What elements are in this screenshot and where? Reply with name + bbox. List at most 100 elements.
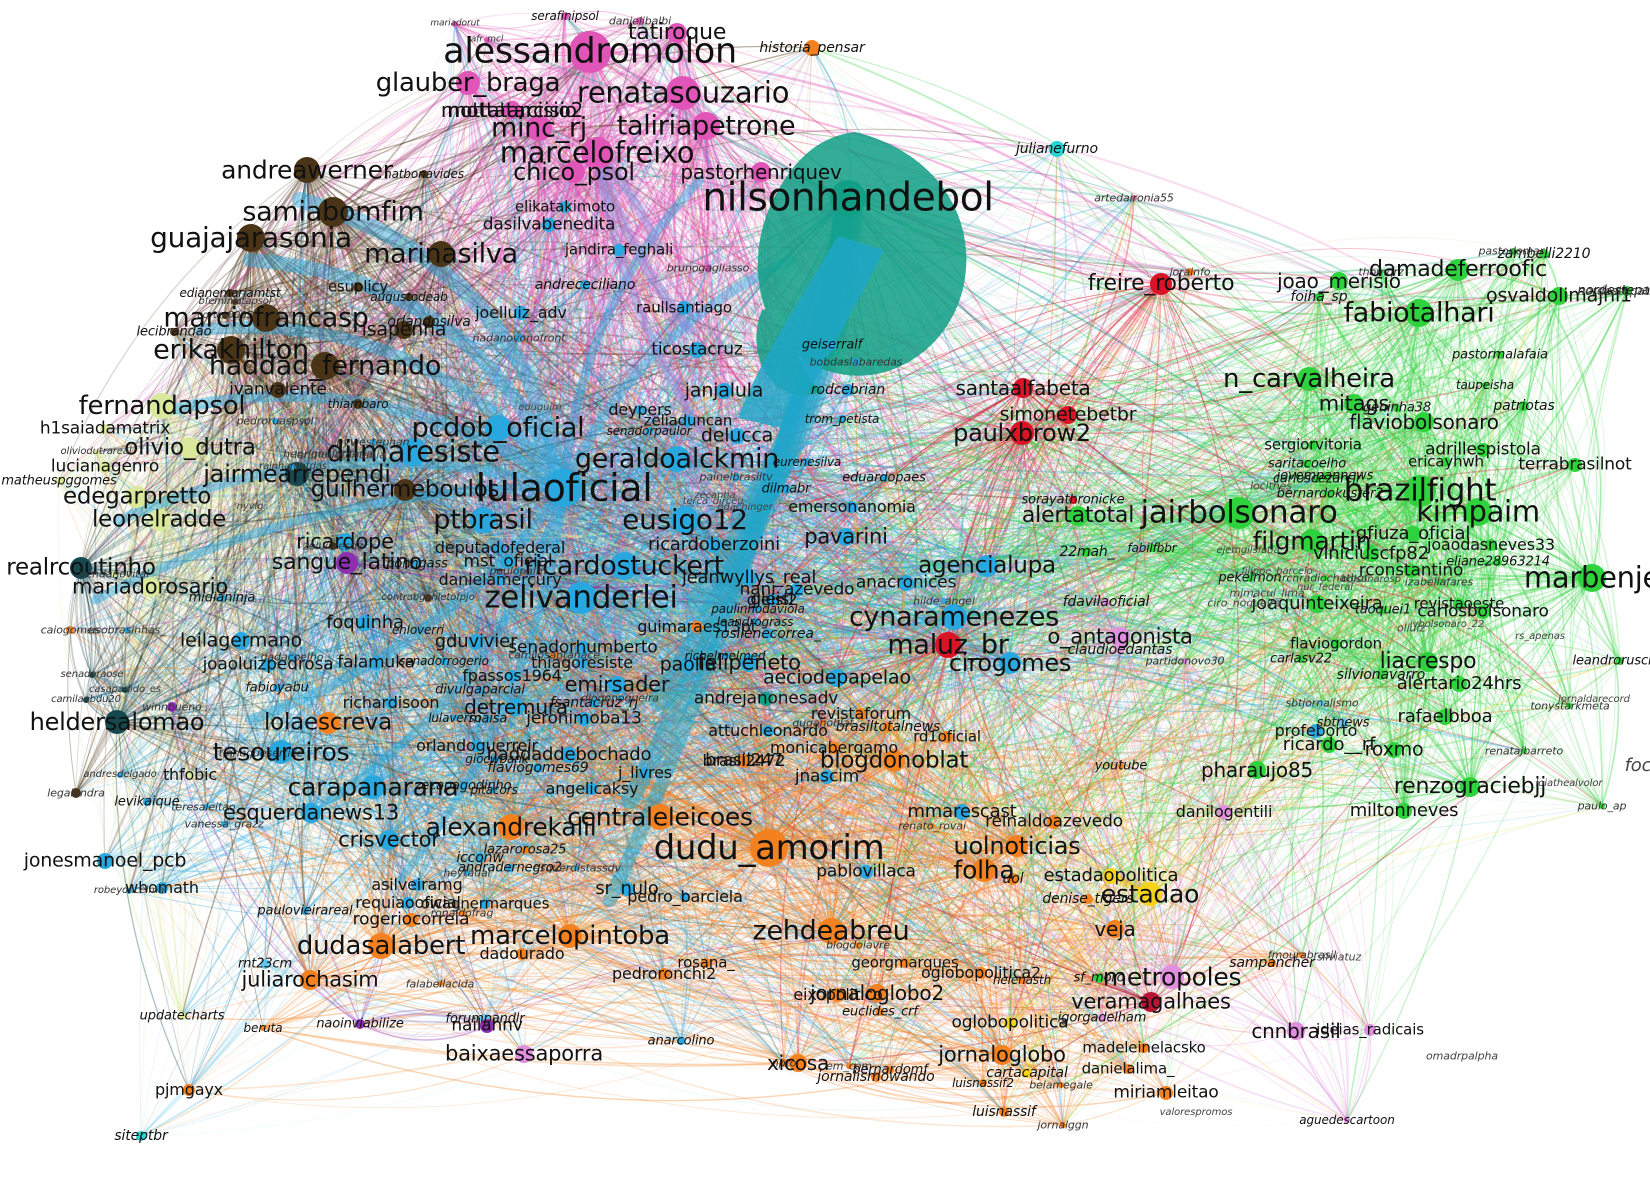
graph-node[interactable] [437, 981, 443, 987]
graph-node[interactable] [1476, 443, 1490, 457]
graph-node[interactable] [183, 1084, 195, 1096]
graph-node[interactable] [576, 641, 590, 655]
graph-node[interactable] [868, 984, 886, 1002]
graph-node[interactable] [859, 865, 873, 879]
graph-node[interactable] [55, 477, 63, 485]
graph-node[interactable] [1150, 273, 1172, 295]
graph-node[interactable] [855, 942, 861, 948]
graph-node[interactable] [1047, 815, 1061, 829]
graph-node[interactable] [1447, 259, 1469, 281]
graph-node[interactable] [404, 913, 418, 927]
graph-node[interactable] [716, 383, 732, 399]
graph-node[interactable] [221, 821, 227, 827]
graph-node[interactable] [804, 40, 820, 56]
graph-node[interactable] [318, 197, 348, 227]
graph-node[interactable] [1622, 286, 1632, 296]
graph-node[interactable] [484, 715, 492, 723]
graph-node[interactable] [288, 653, 296, 661]
graph-node[interactable] [561, 12, 569, 20]
graph-node[interactable] [97, 853, 113, 869]
graph-node[interactable] [273, 684, 281, 692]
graph-node[interactable] [1379, 606, 1387, 614]
graph-node[interactable] [576, 657, 588, 669]
graph-node[interactable] [691, 621, 703, 633]
graph-node[interactable] [1118, 763, 1124, 769]
graph-node[interactable] [1376, 670, 1386, 680]
graph-node[interactable] [533, 763, 543, 773]
graph-node[interactable] [1441, 457, 1451, 467]
graph-node[interactable] [1082, 547, 1092, 557]
graph-node[interactable] [542, 218, 556, 232]
graph-node[interactable] [671, 506, 699, 534]
graph-node[interactable] [317, 712, 339, 734]
graph-node[interactable] [471, 740, 483, 752]
graph-node[interactable] [636, 17, 644, 25]
graph-node[interactable] [329, 542, 337, 550]
graph-node[interactable] [883, 750, 905, 772]
graph-node[interactable] [563, 161, 585, 183]
graph-node[interactable] [1418, 652, 1438, 672]
graph-node[interactable] [507, 698, 525, 716]
graph-node[interactable] [178, 1012, 186, 1020]
graph-node[interactable] [1405, 526, 1421, 542]
graph-node[interactable] [666, 76, 700, 110]
graph-node[interactable] [876, 1008, 884, 1016]
graph-node[interactable] [1246, 574, 1254, 582]
graph-node[interactable] [218, 594, 226, 602]
graph-node[interactable] [1451, 676, 1467, 692]
graph-node[interactable] [261, 658, 275, 672]
graph-node[interactable] [424, 594, 432, 602]
graph-node[interactable] [620, 882, 634, 896]
graph-node[interactable] [647, 804, 673, 830]
graph-node[interactable] [1004, 1017, 1016, 1029]
graph-node[interactable] [285, 462, 309, 486]
graph-node[interactable] [395, 321, 413, 339]
graph-node[interactable] [1223, 497, 1255, 529]
graph-node[interactable] [1116, 646, 1124, 654]
graph-node[interactable] [763, 629, 773, 639]
graph-node[interactable] [1344, 394, 1364, 414]
graph-node[interactable] [828, 669, 846, 687]
graph-node[interactable] [831, 988, 845, 1002]
graph-node[interactable] [820, 770, 834, 784]
graph-node[interactable] [232, 299, 238, 305]
graph-node[interactable] [136, 1131, 146, 1141]
graph-node[interactable] [459, 782, 467, 790]
graph-node[interactable] [501, 555, 515, 569]
graph-node[interactable] [617, 695, 623, 701]
graph-node[interactable] [871, 1072, 881, 1082]
graph-node[interactable] [515, 334, 523, 342]
graph-node[interactable] [1404, 475, 1436, 507]
graph-node[interactable] [762, 725, 774, 737]
graph-node[interactable] [1378, 269, 1384, 275]
graph-node[interactable] [818, 918, 844, 944]
graph-node[interactable] [846, 501, 858, 513]
graph-node[interactable] [880, 474, 888, 482]
graph-node[interactable] [476, 686, 484, 694]
graph-node[interactable] [790, 583, 804, 597]
graph-node[interactable] [217, 336, 245, 364]
graph-node[interactable] [610, 552, 638, 580]
graph-node[interactable] [898, 575, 914, 591]
graph-node[interactable] [526, 115, 552, 141]
graph-node[interactable] [1148, 544, 1156, 552]
graph-node[interactable] [1287, 1022, 1305, 1040]
graph-node[interactable] [105, 710, 129, 734]
graph-node[interactable] [1248, 761, 1266, 779]
graph-node[interactable] [480, 1019, 494, 1033]
graph-node[interactable] [1550, 287, 1568, 305]
graph-node[interactable] [117, 772, 123, 778]
graph-node[interactable] [900, 958, 910, 968]
graph-node[interactable] [740, 654, 758, 672]
graph-node[interactable] [1007, 873, 1019, 885]
graph-node[interactable] [1303, 460, 1311, 468]
graph-node[interactable] [828, 742, 840, 754]
graph-node[interactable] [506, 670, 518, 682]
graph-node[interactable] [1578, 564, 1606, 592]
graph-node[interactable] [89, 672, 95, 678]
graph-node[interactable] [677, 301, 691, 315]
graph-node[interactable] [1364, 1024, 1376, 1036]
graph-node[interactable] [399, 438, 427, 466]
graph-node[interactable] [780, 1059, 788, 1067]
graph-node[interactable] [1138, 882, 1162, 906]
